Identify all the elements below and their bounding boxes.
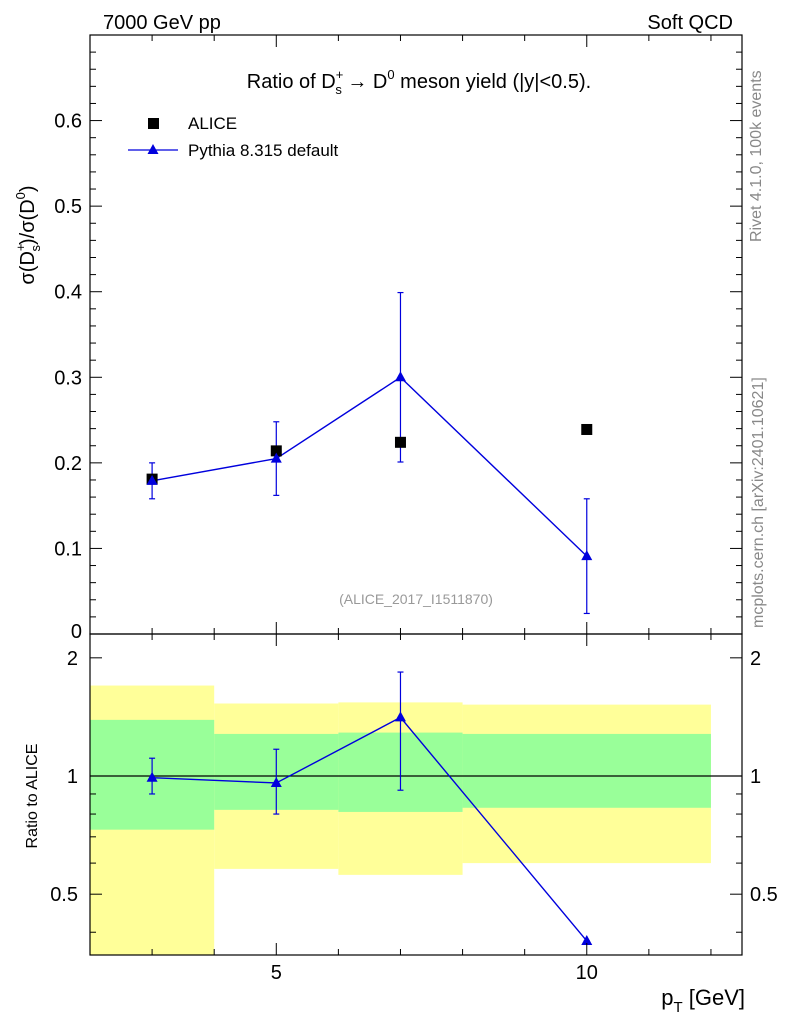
legend-alice-label: ALICE	[188, 114, 237, 133]
main-y-tick-label: 0.3	[54, 367, 82, 389]
legend-pythia-label: Pythia 8.315 default	[188, 141, 339, 160]
x-tick-label: 5	[271, 962, 282, 984]
ratio-band-green	[462, 733, 711, 808]
pythia-line	[151, 376, 588, 557]
ratio-plot-frame	[89, 633, 743, 956]
ratio-y-tick-label-left: 1	[67, 766, 78, 788]
ratio-y-tick-label-left: 2	[67, 648, 78, 670]
ratio-y-tick-label-right: 1	[750, 766, 761, 788]
ratio-point-marker	[581, 934, 593, 945]
main-y-tick-label: 0.5	[54, 196, 82, 218]
ratio-y-tick-label-right: 0.5	[750, 884, 778, 906]
alice-point-marker	[581, 423, 593, 435]
ratio-point-marker	[146, 771, 158, 782]
pythia-point-marker	[581, 550, 593, 561]
pythia-point-marker	[394, 371, 406, 382]
main-y-tick-label: 0.1	[54, 538, 82, 560]
alice-point-marker	[270, 445, 282, 457]
header-right: Soft QCD	[647, 12, 733, 34]
ratio-point-marker	[270, 776, 282, 787]
header-left: 7000 GeV pp	[103, 12, 221, 34]
x-axis-label: pT [GeV]	[661, 985, 745, 1016]
ratio-y-tick-label-left: 0.5	[50, 884, 78, 906]
legend-pythia-marker	[147, 144, 159, 154]
main-ylabel: σ(D+s)/σ(D0)	[13, 185, 43, 284]
main-y-tick-label: 0.2	[54, 453, 82, 475]
main-y-tick-label: 0.6	[54, 111, 82, 133]
analysis-watermark: (ALICE_2017_I1511870)	[339, 591, 493, 607]
main-y-tick-label: 0.4	[54, 282, 82, 304]
chart-title: Ratio of D+ s → D0 meson yield (|y|<0.5).	[247, 67, 591, 97]
legend: ALICE Pythia 8.315 default	[128, 114, 339, 160]
legend-alice-marker	[148, 118, 159, 129]
ratio-point-marker	[394, 711, 406, 722]
main-y-tick-label: 0	[71, 621, 82, 643]
pythia-point-marker	[146, 474, 158, 485]
ratio-ylabel: Ratio to ALICE	[24, 744, 41, 849]
x-tick-label: 10	[576, 962, 598, 984]
rivet-label: Rivet 4.1.0, 100k events	[748, 70, 765, 242]
ratio-series-line	[152, 716, 588, 942]
alice-point-marker	[394, 436, 406, 448]
mcplots-label: mcplots.cern.ch [arXiv:2401.10621]	[750, 377, 767, 628]
ratio-y-tick-label-right: 2	[750, 648, 761, 670]
pythia-point-marker	[270, 452, 282, 463]
